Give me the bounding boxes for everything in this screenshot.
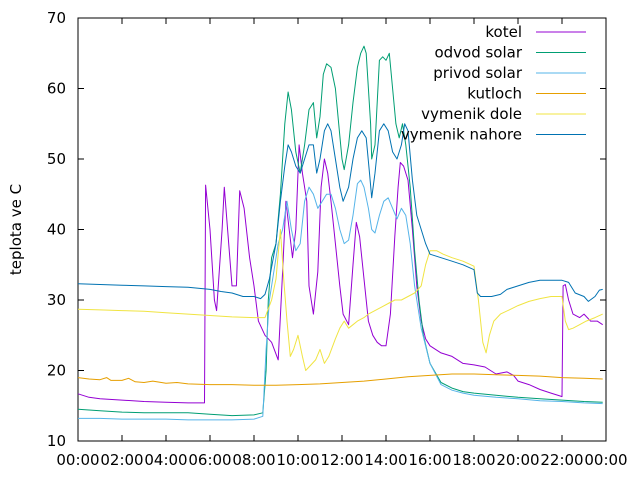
x-tick-label: 00:00: [584, 451, 627, 469]
legend: kotel odvod solar privod solar kutloch vymen…: [401, 23, 586, 144]
x-tick-label: 04:00: [144, 451, 187, 469]
x-tick-label: 20:00: [496, 451, 539, 469]
axis-tick-labels: 00:00 02:00 04:00 06:00 08:00 10:00 12:00 14:00…: [47, 9, 628, 469]
plot-frame: [77, 17, 607, 442]
y-tick-label: 30: [47, 291, 66, 309]
x-tick-label: 22:00: [540, 451, 583, 469]
y-axis-label: teplota ve C: [7, 184, 25, 275]
legend-label: vymenik nahore: [401, 126, 522, 144]
series-line-kutloch: [77, 373, 603, 386]
y-tick-label: 20: [47, 362, 66, 380]
y-tick-label: 60: [47, 80, 66, 98]
x-tick-label: 18:00: [452, 451, 495, 469]
x-tick-label: 16:00: [408, 451, 451, 469]
legend-label: odvod solar: [434, 44, 522, 62]
series-line-kotel: [77, 144, 603, 404]
x-tick-label: 02:00: [100, 451, 143, 469]
x-tick-label: 00:00: [56, 451, 99, 469]
legend-label: vymenik dole: [421, 105, 522, 123]
axis-ticks: [77, 17, 607, 442]
y-tick-label: 70: [47, 9, 66, 27]
x-tick-label: 06:00: [188, 451, 231, 469]
x-tick-label: 14:00: [364, 451, 407, 469]
legend-label: kutloch: [467, 85, 522, 103]
x-tick-label: 08:00: [232, 451, 275, 469]
series-line-privod-solar: [78, 179, 603, 421]
y-tick-label: 10: [47, 432, 66, 450]
series-line-vymenik-dole: [77, 229, 603, 371]
legend-label: privod solar: [433, 64, 523, 82]
x-tick-label: 12:00: [320, 451, 363, 469]
legend-label: kotel: [485, 23, 522, 41]
y-tick-label: 40: [47, 221, 66, 239]
y-tick-label: 50: [47, 150, 66, 168]
x-tick-label: 10:00: [276, 451, 319, 469]
series-line-vymenik-nahore: [77, 123, 603, 302]
plot-area: [77, 17, 607, 442]
